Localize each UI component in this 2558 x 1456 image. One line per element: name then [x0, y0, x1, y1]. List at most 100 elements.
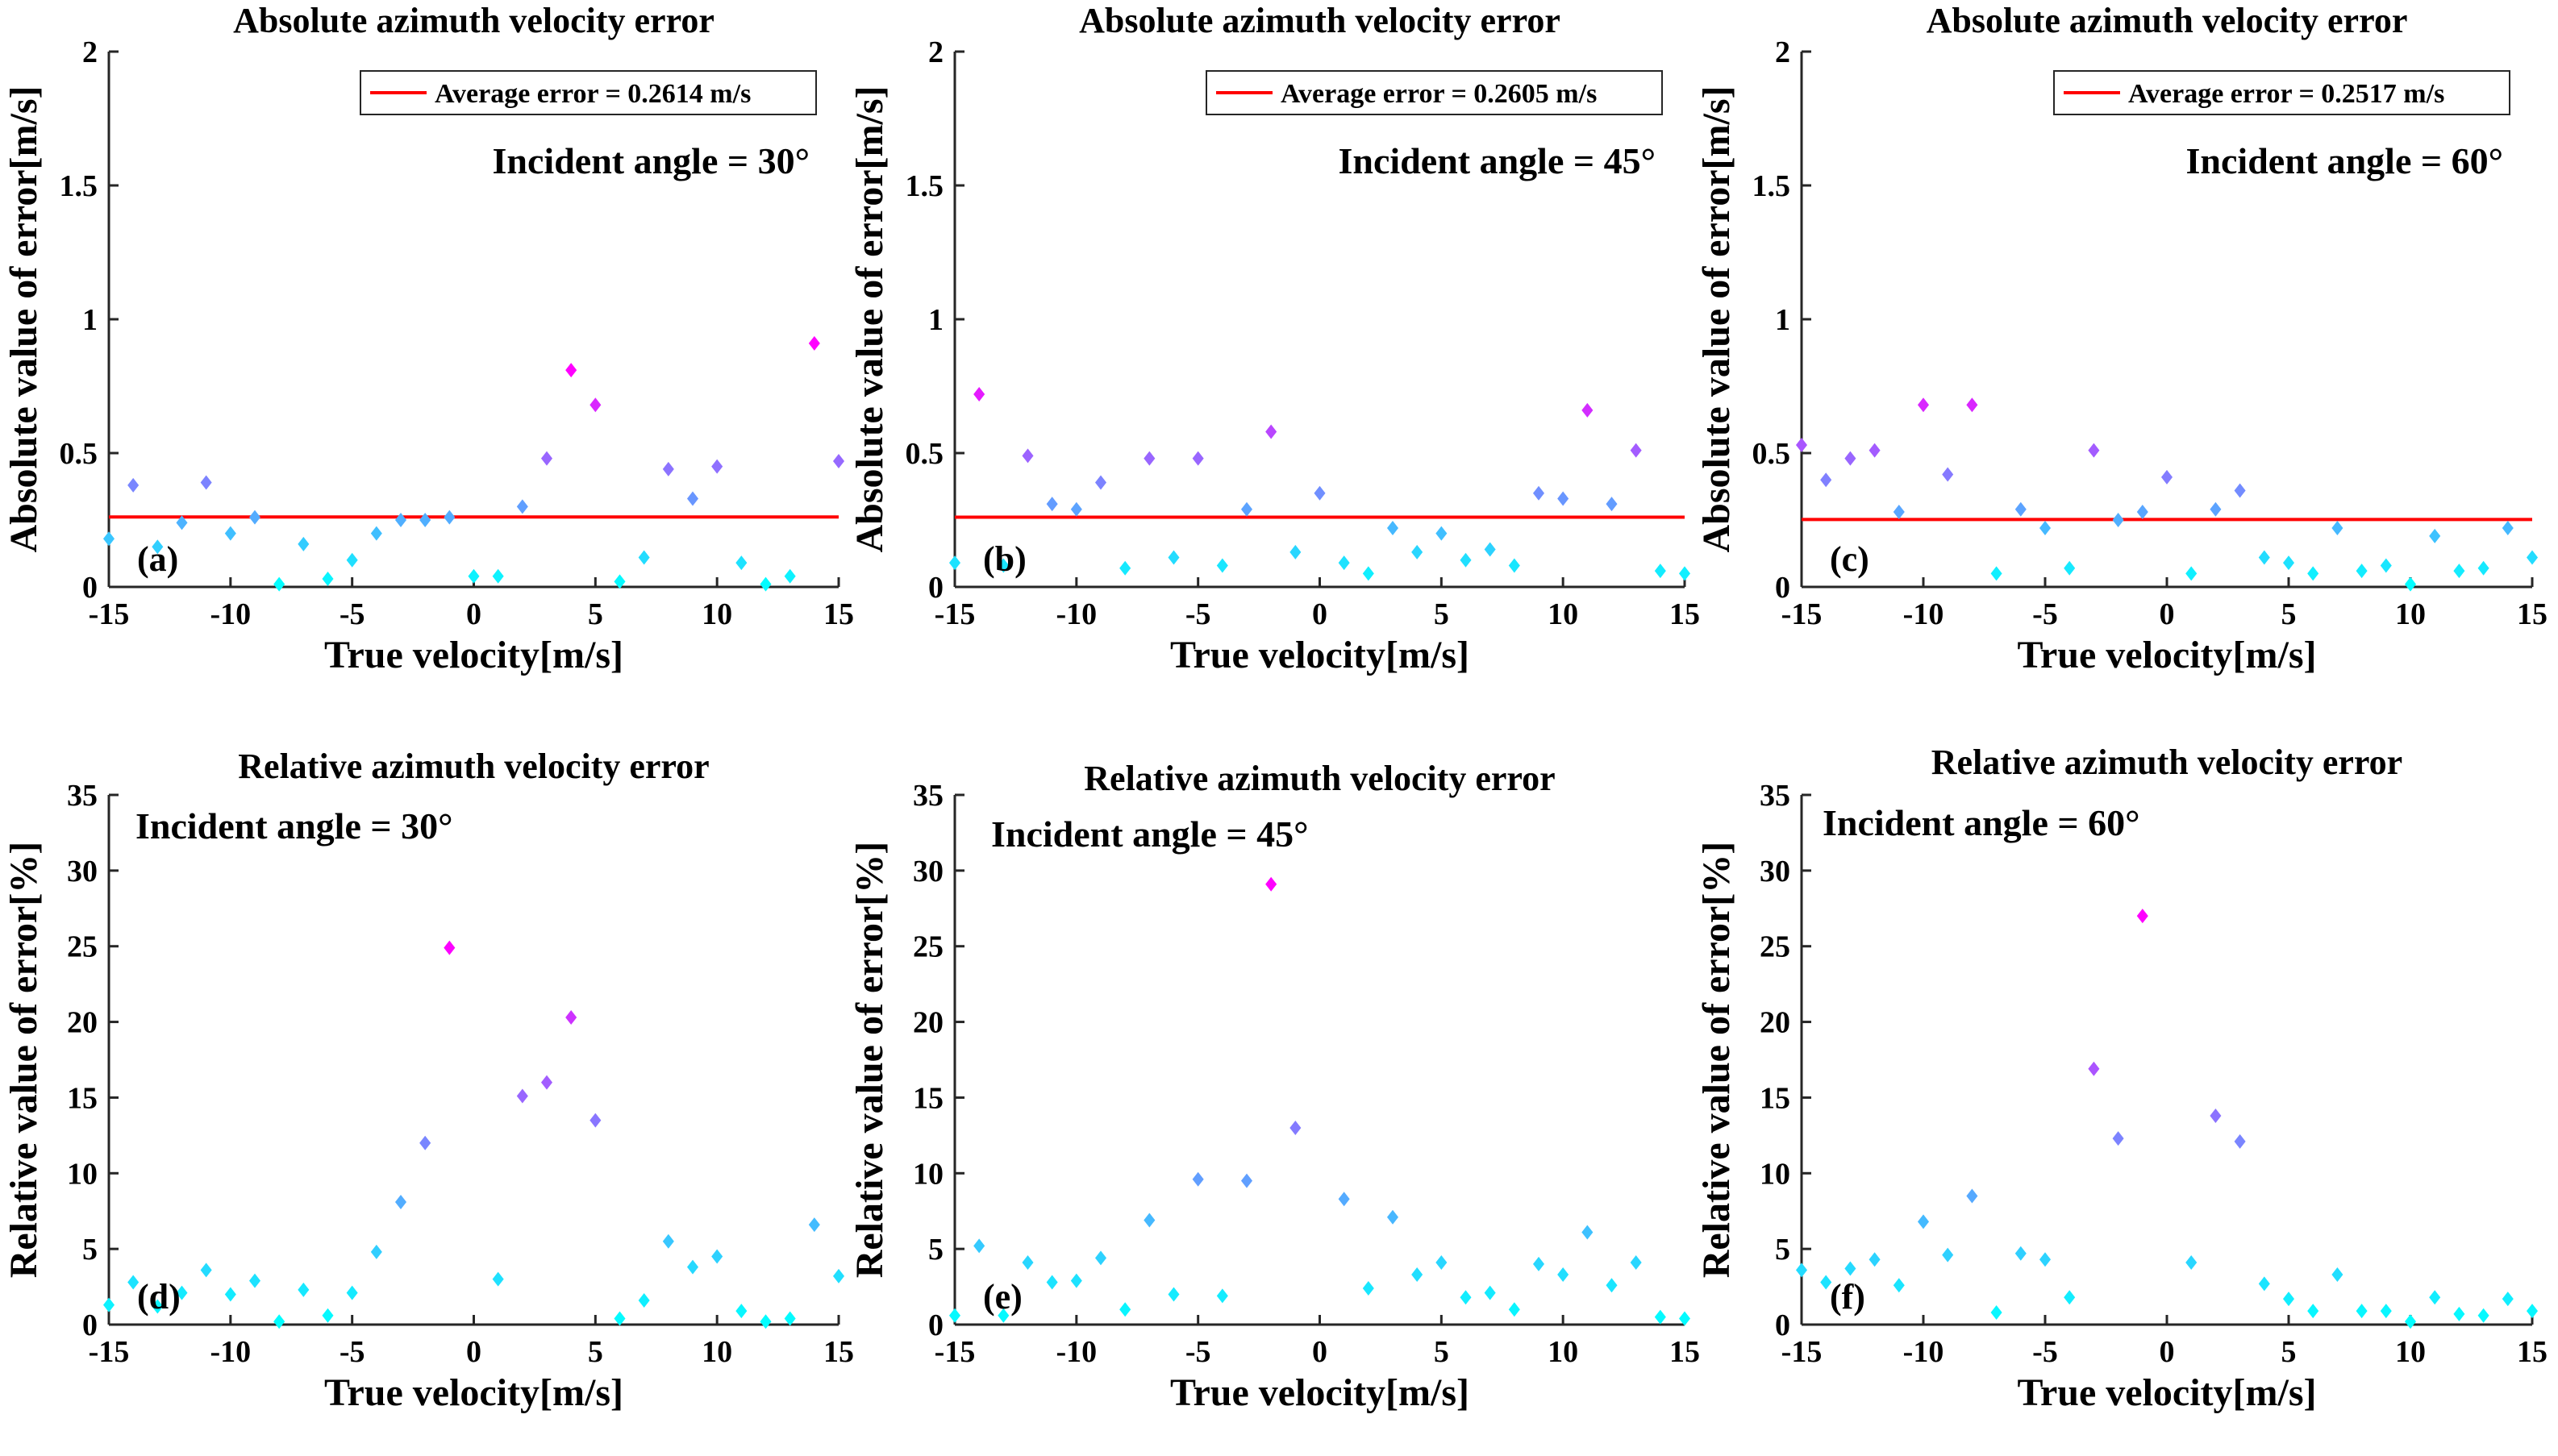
data-point	[2502, 1292, 2514, 1307]
data-point	[2064, 560, 2076, 576]
data-point	[1094, 475, 1107, 490]
y-tick-label: 15	[913, 1081, 944, 1115]
data-point	[760, 1314, 772, 1329]
x-axis-label: True velocity[m/s]	[1170, 634, 1469, 676]
data-point	[1435, 1255, 1448, 1271]
legend-text: Average error = 0.2605 m/s	[1281, 79, 1597, 109]
data-point	[998, 1308, 1010, 1323]
chart-title: Absolute azimuth velocity error	[1079, 1, 1560, 40]
data-point	[2185, 1255, 2198, 1271]
y-tick-label: 1	[82, 303, 98, 337]
data-point	[540, 451, 553, 466]
data-point	[322, 1308, 334, 1323]
data-point	[516, 1088, 528, 1104]
data-point	[1557, 491, 1569, 506]
data-point	[1144, 1213, 1156, 1228]
x-axis-label: True velocity[m/s]	[2018, 634, 2317, 676]
x-tick-label: 5	[2281, 597, 2297, 631]
y-tick-label: 2	[928, 35, 944, 69]
data-point	[1532, 1256, 1545, 1271]
x-tick-label: 0	[1312, 597, 1327, 631]
data-point	[1893, 505, 1905, 520]
y-tick-label: 0	[82, 571, 98, 605]
data-point	[1630, 443, 1642, 458]
data-point	[1338, 555, 1350, 571]
data-point	[1362, 566, 1374, 581]
y-tick-label: 5	[82, 1233, 98, 1267]
data-point	[590, 1113, 602, 1128]
x-tick-label: 15	[823, 597, 854, 631]
data-point	[394, 513, 407, 527]
data-point	[224, 526, 236, 541]
data-point	[1795, 438, 1808, 453]
data-point	[2331, 1267, 2343, 1283]
x-tick-label: 5	[2281, 1335, 2297, 1369]
data-point	[662, 1233, 674, 1249]
data-point	[1411, 1267, 1423, 1283]
x-tick-label: 15	[1669, 597, 1700, 631]
data-point	[200, 475, 212, 490]
y-tick-label: 10	[1760, 1157, 1790, 1191]
x-tick-label: -15	[1781, 597, 1823, 631]
data-point	[2234, 1134, 2246, 1149]
x-tick-label: -10	[210, 597, 252, 631]
data-point	[2136, 505, 2148, 520]
x-tick-label: 5	[1434, 597, 1449, 631]
data-point	[2014, 1246, 2027, 1261]
data-point	[1168, 1287, 1180, 1302]
data-point	[1581, 402, 1594, 418]
chart-title: Absolute azimuth velocity error	[233, 1, 714, 40]
data-point	[176, 515, 188, 530]
data-point	[1532, 485, 1545, 501]
data-point	[127, 477, 140, 493]
data-point	[1484, 542, 1496, 557]
data-point	[346, 552, 358, 568]
y-tick-label: 1	[1775, 303, 1790, 337]
data-point	[614, 574, 626, 589]
x-axis-label: True velocity[m/s]	[2018, 1371, 2317, 1414]
y-tick-label: 0	[928, 1308, 944, 1342]
data-point	[1216, 1288, 1228, 1304]
x-axis-label: True velocity[m/s]	[324, 634, 623, 676]
data-point	[370, 1244, 382, 1259]
data-point	[2014, 501, 2027, 517]
data-point	[2404, 576, 2417, 592]
data-point	[1869, 443, 1881, 458]
x-tick-label: 15	[1669, 1335, 1700, 1369]
incident-angle-annotation: Incident angle = 60°	[2186, 140, 2503, 181]
data-point	[346, 1285, 358, 1300]
panel-a: -15 -10 -5 0 5 10 15 0 0.5 1 1.5 2 Absolute azimuth …	[2, 1, 854, 676]
data-point	[1046, 1275, 1058, 1290]
y-tick-label: 10	[913, 1157, 944, 1191]
data-point	[973, 386, 985, 401]
data-point	[1289, 544, 1302, 560]
data-point	[998, 558, 1010, 573]
data-point	[1192, 451, 1204, 466]
data-point	[2453, 564, 2465, 579]
incident-angle-annotation: Incident angle = 30°	[493, 140, 810, 181]
incident-angle-annotation: Incident angle = 45°	[991, 813, 1308, 855]
data-point	[735, 1304, 748, 1319]
data-point	[1435, 526, 1448, 541]
y-tick-label: 2	[82, 35, 98, 69]
data-point	[1144, 451, 1156, 466]
x-tick-label: 10	[1548, 1335, 1578, 1369]
data-point	[1917, 1214, 1930, 1229]
data-point	[808, 1217, 820, 1233]
legend-text: Average error = 0.2614 m/s	[435, 79, 751, 109]
data-point	[2210, 1108, 2222, 1123]
data-point	[1654, 1309, 1666, 1325]
data-point	[1844, 1261, 1856, 1276]
x-tick-label: 10	[1548, 597, 1578, 631]
data-point	[1314, 485, 1326, 501]
data-point	[1168, 550, 1180, 565]
panel-f: -15 -10 -5 0 5 10 15 0 5 10 15 20 25 30 35 Relative azi…	[1695, 743, 2548, 1414]
x-tick-label: 15	[2517, 1335, 2548, 1369]
data-point	[1990, 566, 2002, 581]
data-point	[2331, 520, 2343, 535]
x-tick-label: -10	[1903, 1335, 1944, 1369]
x-tick-label: -15	[1781, 1335, 1823, 1369]
y-tick-label: 2	[1775, 35, 1790, 69]
panel-e: -15 -10 -5 0 5 10 15 0 5 10 15 20 25 30 35 Relative azi…	[848, 759, 1700, 1414]
x-tick-label: -10	[1903, 597, 1944, 631]
